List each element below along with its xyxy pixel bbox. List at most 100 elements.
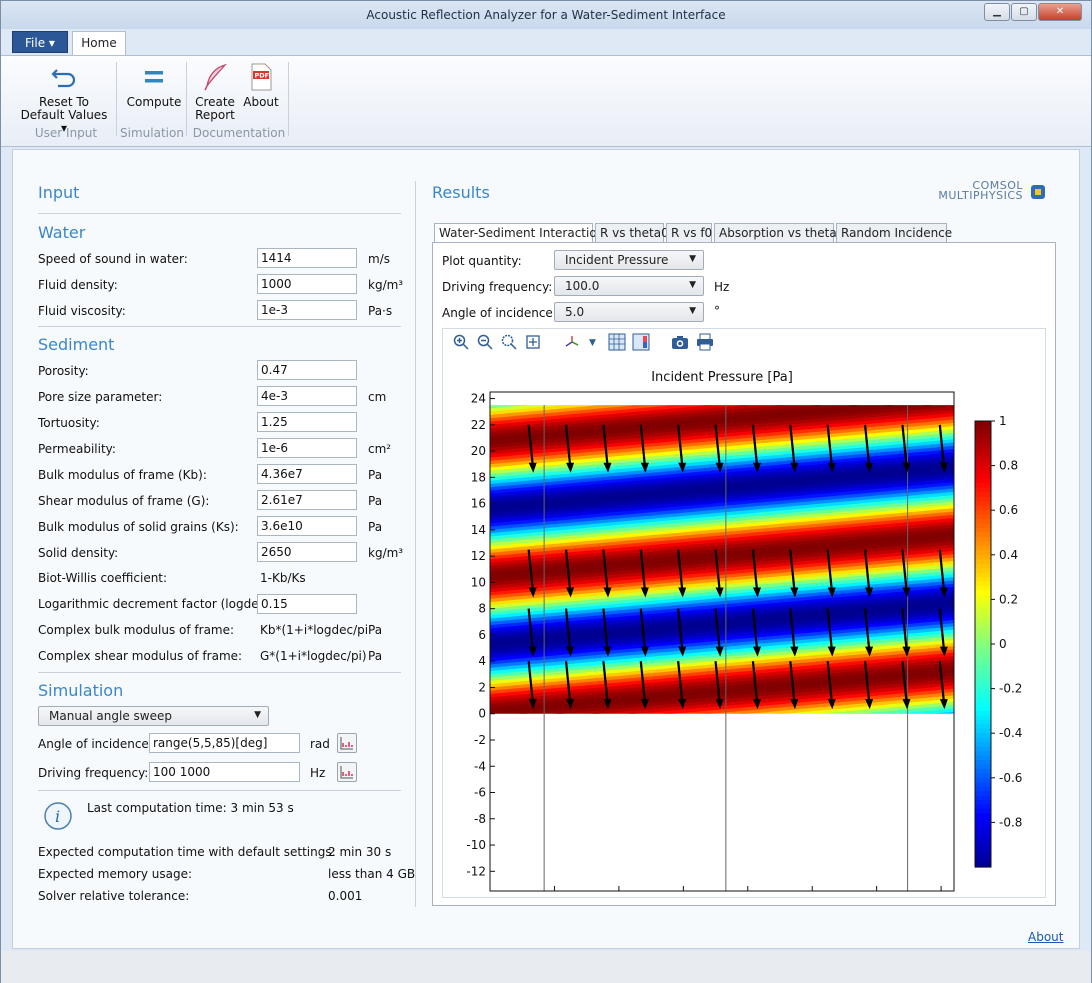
create-report-button[interactable]: Create Report [194, 62, 236, 122]
angle-input[interactable]: range(5,5,85)[deg] [149, 733, 300, 753]
water-field-input[interactable]: 1414 [257, 248, 357, 268]
arrow-head [827, 646, 836, 657]
field-band [490, 665, 954, 711]
logdec-input[interactable]: 0.15 [257, 594, 357, 614]
expected-time-value: 2 min 30 s [328, 845, 392, 859]
sediment-field-input[interactable]: 2650 [257, 542, 357, 562]
grid-icon[interactable] [608, 333, 626, 351]
svg-text:PDF: PDF [255, 72, 270, 80]
colorbar-band [975, 487, 991, 493]
minimize-button[interactable]: ▁ [984, 3, 1010, 21]
reset-defaults-button[interactable]: Reset To Default Values ▾ [19, 62, 109, 135]
arrow-head [827, 587, 836, 598]
sediment-field-input[interactable]: 4e-3 [257, 386, 357, 406]
driving-freq-select[interactable]: 100.0 ▼ [554, 276, 704, 296]
arrow-shaft [527, 424, 534, 465]
arrow-head [678, 587, 687, 598]
arrow-shaft [751, 424, 759, 465]
tab-result-4[interactable]: Random Incidence [836, 223, 952, 243]
ribbon-separator [116, 62, 117, 136]
create-label-2: Report [195, 108, 235, 122]
angle-of-incidence-select[interactable]: 5.0 ▼ [554, 302, 704, 322]
y-tick-label: 16 [471, 497, 486, 511]
water-field-input[interactable]: 1000 [257, 274, 357, 294]
arrow-shaft [901, 549, 908, 590]
zoom-extents-icon[interactable] [525, 334, 541, 350]
expected-time-label: Expected computation time with default s… [38, 845, 336, 859]
about-link[interactable]: About [1028, 930, 1064, 944]
tab-result-1[interactable]: R vs theta0 [595, 223, 669, 243]
complex-shear-value: G*(1+i*logdec/pi) [260, 649, 367, 663]
arrow-shaft [639, 424, 646, 465]
axes-icon[interactable] [564, 334, 580, 350]
colorbar-band [975, 786, 991, 792]
sweep-select[interactable]: Manual angle sweep ▼ [38, 706, 269, 726]
sediment-field-input[interactable]: 4.36e7 [257, 464, 357, 484]
colorbar-band [975, 648, 991, 654]
y-tick-label: -2 [474, 733, 486, 747]
field-band [490, 527, 954, 573]
tolerance-label: Solver relative tolerance: [38, 889, 190, 903]
file-menu-button[interactable]: File ▾ [12, 31, 68, 53]
tab-result-2[interactable]: R vs f0 [666, 223, 712, 243]
zoom-box-icon[interactable] [501, 334, 517, 350]
field-band [490, 586, 954, 632]
field-band [490, 619, 954, 665]
tab-home[interactable]: Home [72, 31, 126, 55]
arrow-head [790, 699, 799, 710]
camera-icon[interactable] [671, 334, 689, 350]
complex-shear-label: Complex shear modulus of frame: [38, 649, 243, 663]
colorbar-band [975, 804, 991, 810]
sediment-field-unit: kg/m³ [368, 546, 404, 560]
driving-freq-label: Driving frequency: [442, 280, 553, 294]
print-icon[interactable] [696, 333, 714, 351]
sediment-field-input[interactable]: 1e-6 [257, 438, 357, 458]
range-editor-button[interactable] [337, 733, 357, 753]
sediment-field-input[interactable]: 0.47 [257, 360, 357, 380]
field-band [490, 428, 954, 475]
field-band [490, 405, 601, 415]
about-ribbon-button[interactable]: PDF About [241, 62, 281, 109]
biot-value: 1-Kb/Ks [260, 571, 306, 585]
freq-input[interactable]: 100 1000 [149, 762, 300, 782]
dropdown-arrow-icon: ▼ [689, 280, 696, 290]
results-heading: Results [432, 183, 490, 202]
logo-text-1: COMSOL [972, 179, 1023, 192]
arrow-shaft [602, 549, 609, 590]
tab-result-3[interactable]: Absorption vs theta0 [714, 223, 844, 243]
reset-label-2: Default Values ▾ [20, 108, 108, 135]
tab-result-0[interactable]: Water-Sediment Interaction [434, 223, 604, 244]
colorbar-band [975, 434, 991, 440]
legend-icon[interactable] [632, 333, 650, 351]
maximize-button[interactable]: ▢ [1011, 3, 1037, 21]
sediment-field-input[interactable]: 3.6e10 [257, 516, 357, 536]
sweep-select-value: Manual angle sweep [49, 709, 172, 723]
arrow-head [790, 587, 799, 598]
sediment-field-input[interactable]: 1.25 [257, 412, 357, 432]
plot-quantity-select[interactable]: Incident Pressure ▼ [554, 250, 704, 270]
water-field-input[interactable]: 1e-3 [257, 300, 357, 320]
colorbar-band [975, 813, 991, 819]
colorbar-band [975, 599, 991, 605]
water-field-label: Fluid density: [38, 278, 118, 292]
compute-button[interactable]: Compute [125, 62, 183, 109]
y-tick-label: 22 [471, 418, 486, 432]
range-chart-icon [340, 737, 353, 750]
colorbar-band [975, 710, 991, 716]
zoom-in-icon[interactable] [453, 334, 469, 350]
dropdown-arrow-icon: ▼ [689, 254, 696, 264]
close-button[interactable]: ✕ [1038, 3, 1082, 21]
field-band [490, 724, 954, 769]
memory-label: Expected memory usage: [38, 867, 193, 881]
colorbar-band [975, 706, 991, 712]
driving-freq-value: 100.0 [565, 279, 600, 293]
range-chart-icon [340, 766, 353, 779]
zoom-out-icon[interactable] [477, 334, 493, 350]
arrow-shaft [789, 549, 796, 590]
logdec-label: Logarithmic decrement factor (logdec): [38, 597, 274, 611]
field-band [490, 721, 954, 766]
sediment-field-input[interactable]: 2.61e7 [257, 490, 357, 510]
group-label-simulation: Simulation [120, 126, 184, 140]
range-editor-button[interactable] [337, 762, 357, 782]
chevron-down-icon[interactable]: ▼ [589, 338, 596, 348]
